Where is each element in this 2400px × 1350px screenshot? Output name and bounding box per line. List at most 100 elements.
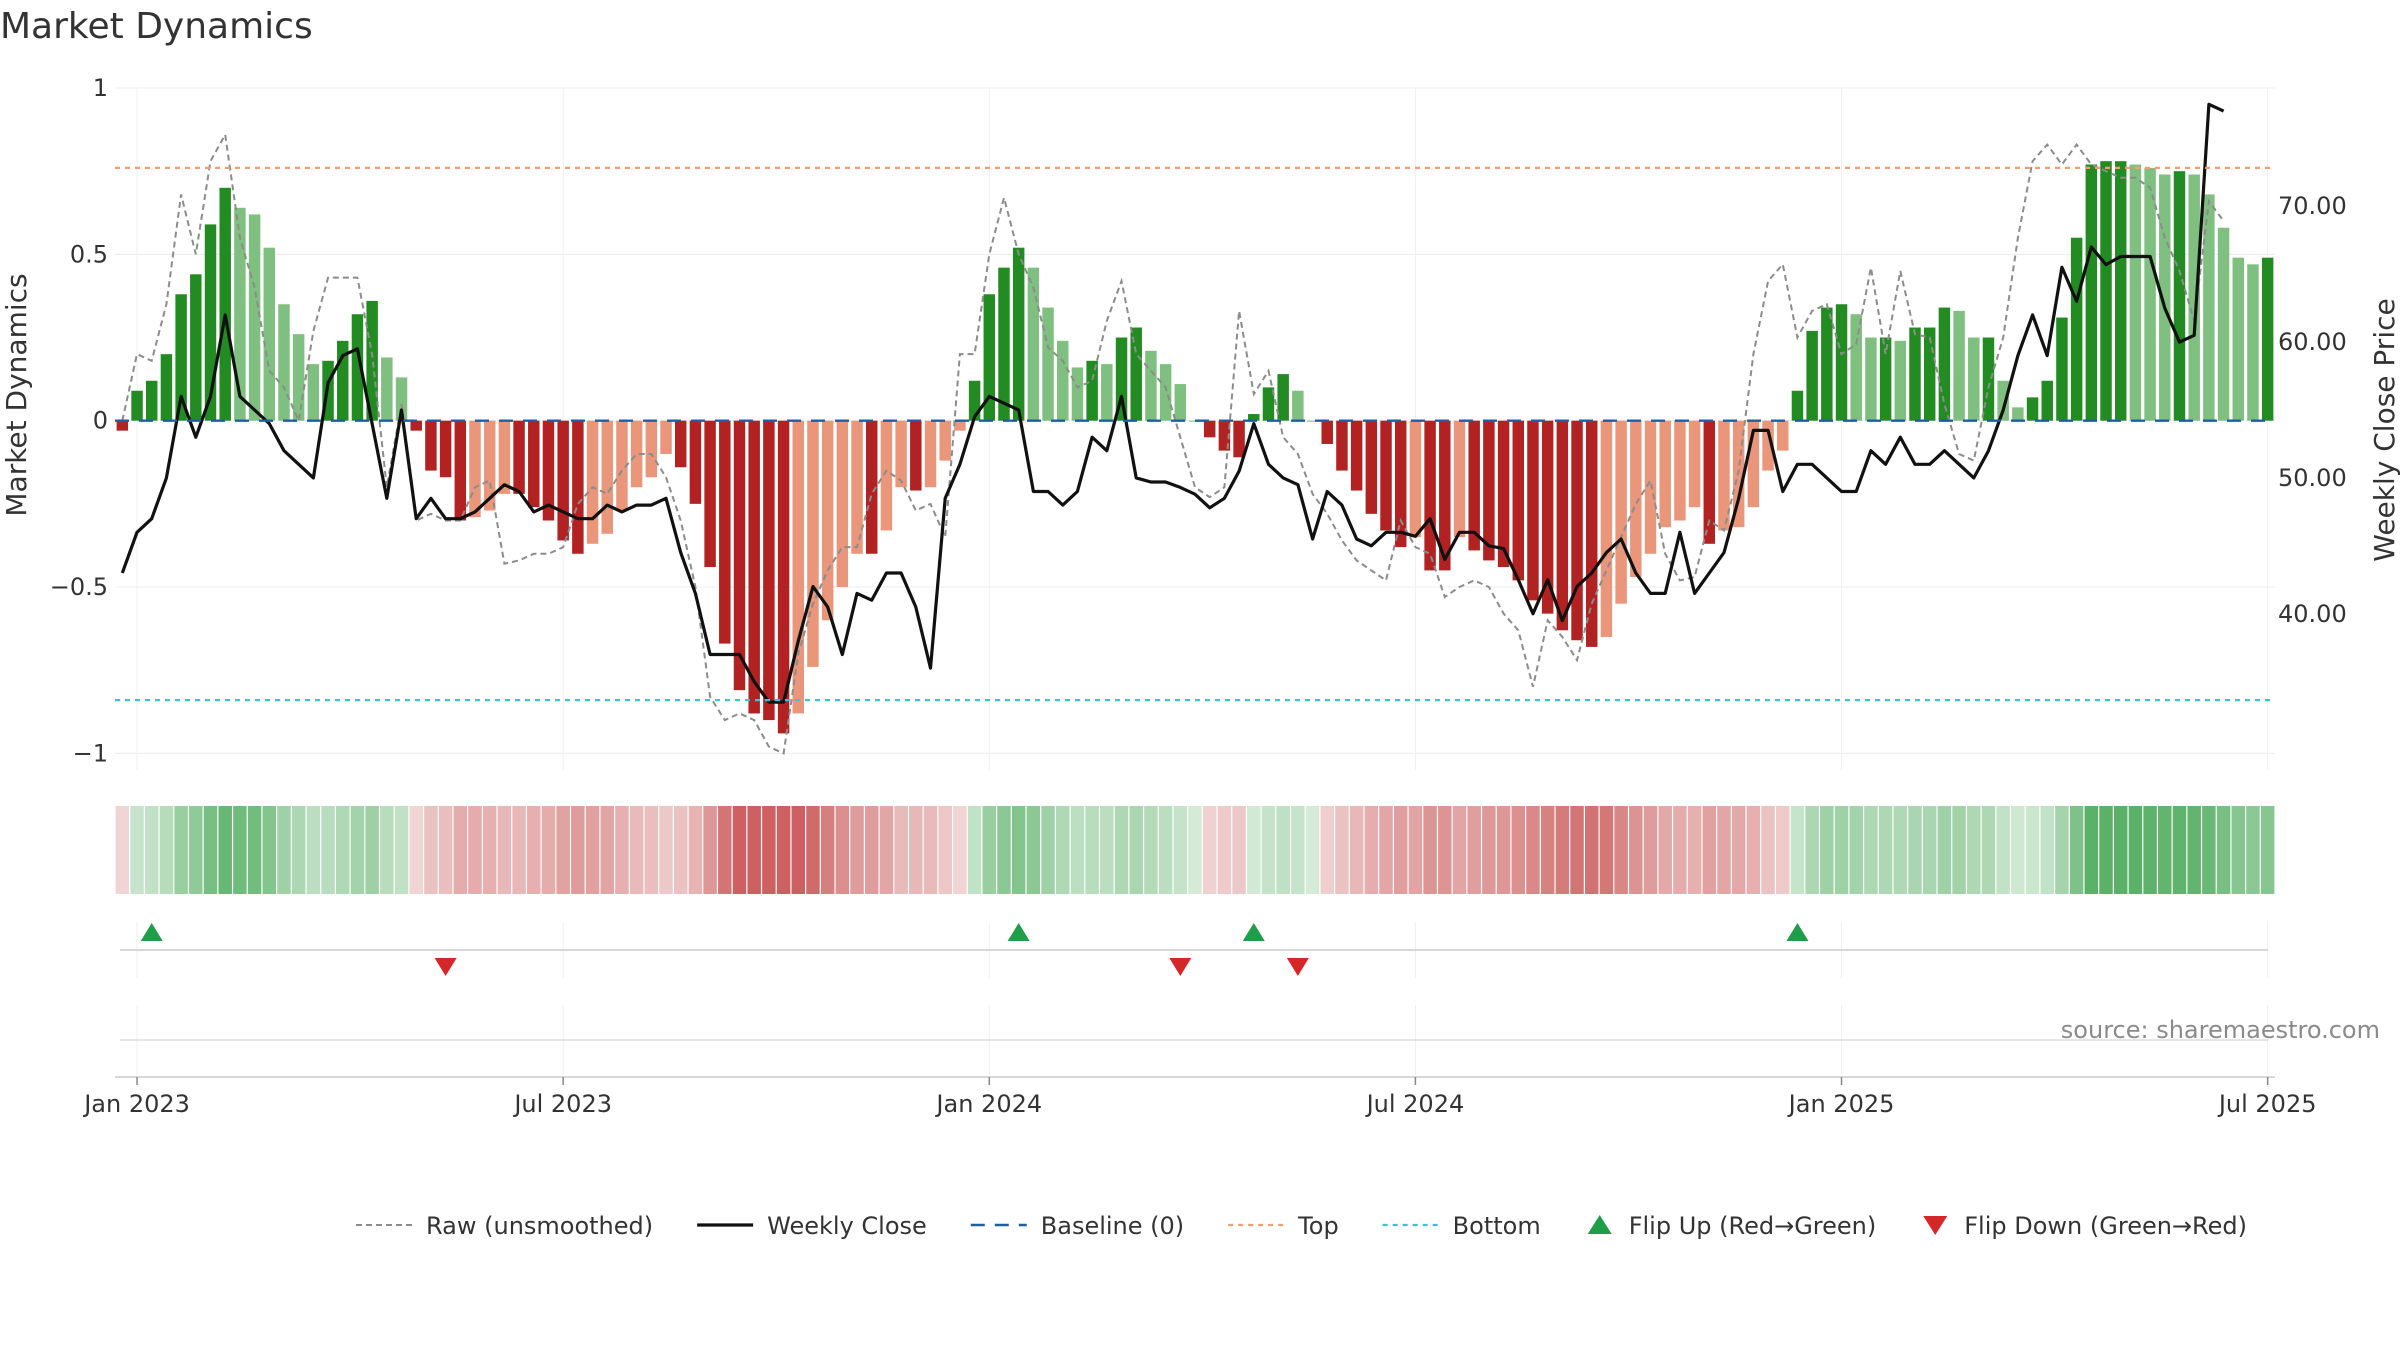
- momentum-bar: [1203, 420, 1216, 438]
- flip-down-marker: [1169, 958, 1192, 976]
- strip-cell: [130, 806, 144, 894]
- strip-cell: [1305, 806, 1320, 894]
- momentum-bar: [219, 187, 231, 421]
- legend-label: Flip Down (Green→Red): [1964, 1212, 2247, 1240]
- momentum-bar: [1923, 327, 1936, 421]
- close-line-layer: [120, 102, 2225, 704]
- strip-cell: [1482, 806, 1496, 894]
- momentum-bar: [1630, 420, 1642, 578]
- strip-cell: [1467, 806, 1481, 894]
- strip-cell: [1555, 806, 1570, 894]
- reference-lines: [115, 166, 2275, 702]
- momentum-bar: [1615, 420, 1627, 604]
- momentum-bar: [146, 380, 158, 421]
- legend-item-flipup: Flip Up (Red→Green): [1587, 1212, 1876, 1240]
- momentum-bar: [748, 420, 760, 714]
- strip-cell: [879, 806, 894, 894]
- strip-cell: [1247, 806, 1261, 894]
- strip-cell: [1908, 806, 1922, 894]
- strip-cell: [2025, 806, 2040, 894]
- strip-cell: [718, 806, 732, 894]
- strip-cell: [1320, 806, 1334, 894]
- momentum-bar: [131, 390, 143, 421]
- strip-cell: [2099, 806, 2113, 894]
- momentum-bar: [2232, 257, 2244, 421]
- momentum-bar: [483, 420, 496, 511]
- momentum-bar: [1703, 420, 1716, 544]
- strip-cell: [203, 806, 218, 894]
- momentum-bar: [2114, 161, 2127, 421]
- momentum-bar: [2173, 171, 2186, 421]
- momentum-bar: [2012, 407, 2024, 421]
- strip-cell: [2246, 806, 2260, 894]
- momentum-bar: [1262, 387, 1275, 421]
- momentum-bar: [2026, 397, 2039, 421]
- strip-cell: [1173, 806, 1188, 894]
- strip-cell: [571, 806, 585, 894]
- momentum-bar: [1835, 304, 1848, 421]
- momentum-bar: [1909, 327, 1921, 421]
- momentum-bar: [586, 420, 599, 544]
- legend-label: Raw (unsmoothed): [426, 1212, 653, 1240]
- momentum-bar: [630, 420, 643, 488]
- momentum-bar: [1806, 330, 1818, 421]
- strip-cell: [747, 806, 761, 894]
- momentum-bar: [1101, 364, 1113, 421]
- momentum-bar: [1248, 414, 1260, 421]
- momentum-bar: [763, 420, 775, 721]
- raw-line: [121, 131, 2225, 755]
- strip-cell: [1511, 806, 1526, 894]
- legend-swatch: [1587, 1215, 1612, 1234]
- strip-cell: [2260, 806, 2275, 894]
- strip-cell: [409, 806, 423, 894]
- momentum-bar: [910, 420, 922, 491]
- strip-cell: [2143, 806, 2157, 894]
- strip-cell: [1526, 806, 1540, 894]
- strip-cell: [277, 806, 291, 894]
- momentum-bar: [2056, 317, 2068, 421]
- momentum-bar: [1057, 340, 1069, 421]
- right-tick-label: 60.00: [2278, 328, 2347, 356]
- momentum-bar: [674, 420, 687, 468]
- momentum-bar: [190, 274, 202, 421]
- momentum-bar: [704, 420, 716, 568]
- strip-cell: [1658, 806, 1672, 894]
- legend-item-raw: Raw (unsmoothed): [356, 1212, 653, 1240]
- strip-cell: [2202, 806, 2216, 894]
- strip-cell: [1232, 806, 1246, 894]
- strip-cell: [864, 806, 879, 894]
- momentum-bar: [880, 420, 893, 531]
- strip-cell: [2084, 806, 2099, 894]
- momentum-bar: [1409, 420, 1422, 538]
- momentum-bar: [2203, 194, 2215, 421]
- strip-cell: [938, 806, 952, 894]
- momentum-bar: [1439, 420, 1451, 571]
- momentum-bar: [1453, 420, 1466, 538]
- strip-cell: [512, 806, 526, 894]
- strip-cell: [262, 806, 277, 894]
- momentum-bar: [968, 380, 981, 421]
- chart-title: Market Dynamics: [0, 6, 313, 47]
- strip-cell: [1761, 806, 1775, 894]
- right-tick-label: 70.00: [2278, 192, 2347, 220]
- strip-cell: [1188, 806, 1202, 894]
- strip-cell: [380, 806, 394, 894]
- strip-cell: [894, 806, 908, 894]
- strip-cell: [1981, 806, 1996, 894]
- momentum-bar: [866, 420, 878, 554]
- momentum-bar: [1953, 310, 1965, 421]
- strip-cell: [982, 806, 997, 894]
- strip-cell: [1820, 806, 1834, 894]
- strip-cell: [1717, 806, 1731, 894]
- momentum-bar: [1130, 327, 1142, 421]
- momentum-bar: [542, 420, 555, 521]
- momentum-bar: [851, 420, 863, 554]
- x-tick-label: Jan 2025: [1787, 1090, 1895, 1118]
- strip-cell: [497, 806, 512, 894]
- momentum-bar: [1218, 420, 1231, 451]
- momentum-bar: [2041, 380, 2053, 421]
- strip-cell: [1702, 806, 1717, 894]
- right-tick-label: 50.00: [2278, 464, 2347, 492]
- momentum-bar: [1865, 337, 1877, 421]
- momentum-bar: [160, 354, 173, 421]
